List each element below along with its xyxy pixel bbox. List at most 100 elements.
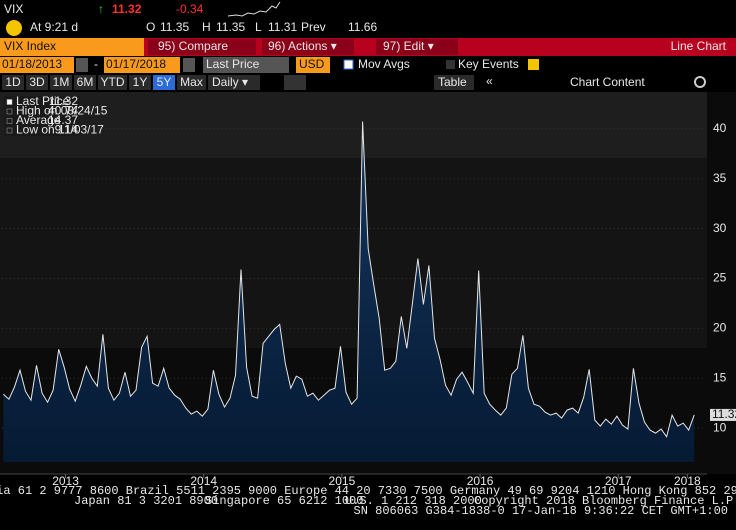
footer-text: Singapore 65 6212 1000 [205, 494, 363, 508]
date-field[interactable] [104, 57, 180, 73]
collapse[interactable]: « [486, 74, 493, 88]
high-label: H [202, 20, 211, 34]
currency: USD [299, 57, 325, 71]
field-select[interactable] [203, 57, 289, 73]
currency-box[interactable] [296, 57, 330, 73]
date-field[interactable] [0, 57, 74, 73]
area [3, 121, 695, 462]
button[interactable] [434, 75, 474, 90]
low: 11.31 [268, 20, 297, 34]
sparkline [227, 1, 281, 17]
prev-label: Prev [301, 20, 326, 34]
period-button[interactable] [177, 75, 206, 90]
end-date: 01/17/2018 [106, 57, 166, 71]
period-label: 1M [53, 75, 70, 89]
button-label: 95) Compare [158, 39, 228, 53]
change: -0.34 [176, 2, 204, 16]
legend-key [6, 108, 13, 115]
key-events: Key Events [458, 57, 519, 71]
button-label: 97) Edit ▾ [383, 39, 434, 53]
open: 11.35 [160, 20, 189, 34]
low-label: L [255, 20, 262, 34]
y-tick-label: 20 [713, 321, 727, 335]
button[interactable] [262, 39, 354, 55]
button[interactable] [208, 75, 260, 90]
last-tag [710, 408, 736, 421]
time: At 9:21 d [30, 20, 78, 34]
info-icon[interactable] [528, 59, 539, 70]
ticker: VIX [4, 2, 23, 16]
security: VIX Index [4, 39, 56, 53]
period-label: 6M [77, 75, 94, 89]
gear-icon[interactable] [694, 76, 706, 88]
y-tick-label: 15 [713, 370, 727, 384]
period-button[interactable] [98, 75, 127, 90]
x-tick-label: 2016 [467, 474, 494, 488]
legend-key [6, 127, 13, 134]
period-button[interactable] [26, 75, 48, 90]
button[interactable] [148, 39, 256, 55]
period-button[interactable] [2, 75, 24, 90]
footer-text: SN 806063 G384-1838-0 17-Jan-18 9:36:22 … [354, 504, 728, 518]
table-button: Table [438, 75, 467, 89]
period-button[interactable] [74, 75, 96, 90]
prev: 11.66 [348, 20, 377, 34]
period-button[interactable] [153, 75, 175, 90]
legend-value: 40.74 [48, 104, 78, 118]
x-tick-label: 2018 [674, 474, 701, 488]
legend-label: High on 08/24/15 [16, 104, 108, 118]
legend-value: 11.32 [49, 94, 78, 108]
field: Last Price [206, 57, 260, 71]
period-label: 3D [29, 75, 45, 89]
open-label: O [146, 20, 155, 34]
calendar-icon[interactable] [183, 58, 195, 72]
period-label: 1D [5, 75, 21, 89]
y-tick-label: 40 [713, 121, 727, 135]
last-tag-label: 11.32 [712, 407, 736, 421]
high: 11.35 [216, 20, 245, 34]
footer-text: U.S. 1 212 318 2000 [345, 494, 482, 508]
y-tick-label: 35 [713, 171, 727, 185]
x-tick-label: 2017 [605, 474, 632, 488]
frequency: Daily ▾ [212, 75, 248, 89]
y-tick-label: 30 [713, 221, 727, 235]
icon [6, 20, 22, 36]
period-label: Max [180, 75, 203, 89]
legend-label: Low on 11/03/17 [16, 123, 104, 137]
footer-text: Copyright 2018 Bloomberg Finance L.P. [474, 494, 736, 508]
band [0, 158, 707, 348]
tool-icon[interactable] [284, 75, 306, 90]
footer-text: Australia 61 2 9777 8600 Brazil 5511 239… [0, 484, 736, 498]
x-tick-label: 2014 [190, 474, 217, 488]
chart-content: Chart Content [570, 75, 645, 89]
checkbox[interactable] [343, 59, 354, 70]
period-button[interactable] [50, 75, 72, 90]
last: 11.32 [112, 2, 142, 16]
legend-key [6, 118, 13, 124]
period-label: 5Y [157, 75, 172, 89]
legend-value: 14.37 [48, 113, 78, 127]
period-label: YTD [101, 75, 125, 89]
button[interactable] [376, 39, 458, 55]
security-box[interactable] [0, 38, 144, 56]
checkbox[interactable] [446, 60, 455, 69]
button-label: 96) Actions ▾ [268, 39, 337, 53]
legend-box [4, 96, 80, 136]
calendar-icon[interactable] [76, 58, 88, 72]
x-tick-label: 2013 [52, 474, 79, 488]
period-label: 1Y [133, 75, 148, 89]
mov-avgs: Mov Avgs [358, 57, 410, 71]
period-button[interactable] [129, 75, 151, 90]
legend-key [6, 99, 13, 105]
start-date: 01/18/2013 [2, 57, 62, 71]
separator: - [94, 57, 98, 71]
y-tick-label: 10 [713, 420, 727, 434]
y-tick-label: 25 [713, 271, 727, 285]
legend-label: Average [16, 113, 61, 127]
x-tick-label: 2015 [329, 474, 356, 488]
band [0, 92, 707, 158]
footer-text: Japan 81 3 3201 8900 [74, 494, 218, 508]
arrow: ↑ [98, 2, 104, 16]
price-line [3, 121, 695, 438]
